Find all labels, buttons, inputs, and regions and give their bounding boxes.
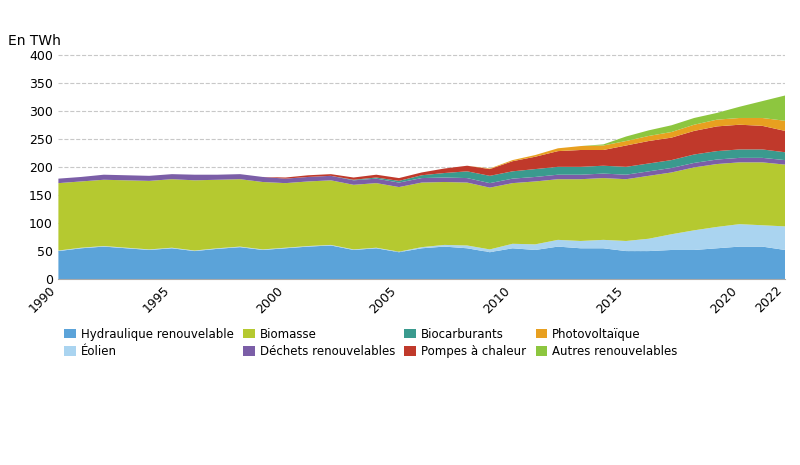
Legend: Hydraulique renouvelable, Éolien, Biomasse, Déchets renouvelables, Biocarburants: Hydraulique renouvelable, Éolien, Biomas… — [64, 327, 678, 358]
Text: En TWh: En TWh — [7, 34, 61, 48]
